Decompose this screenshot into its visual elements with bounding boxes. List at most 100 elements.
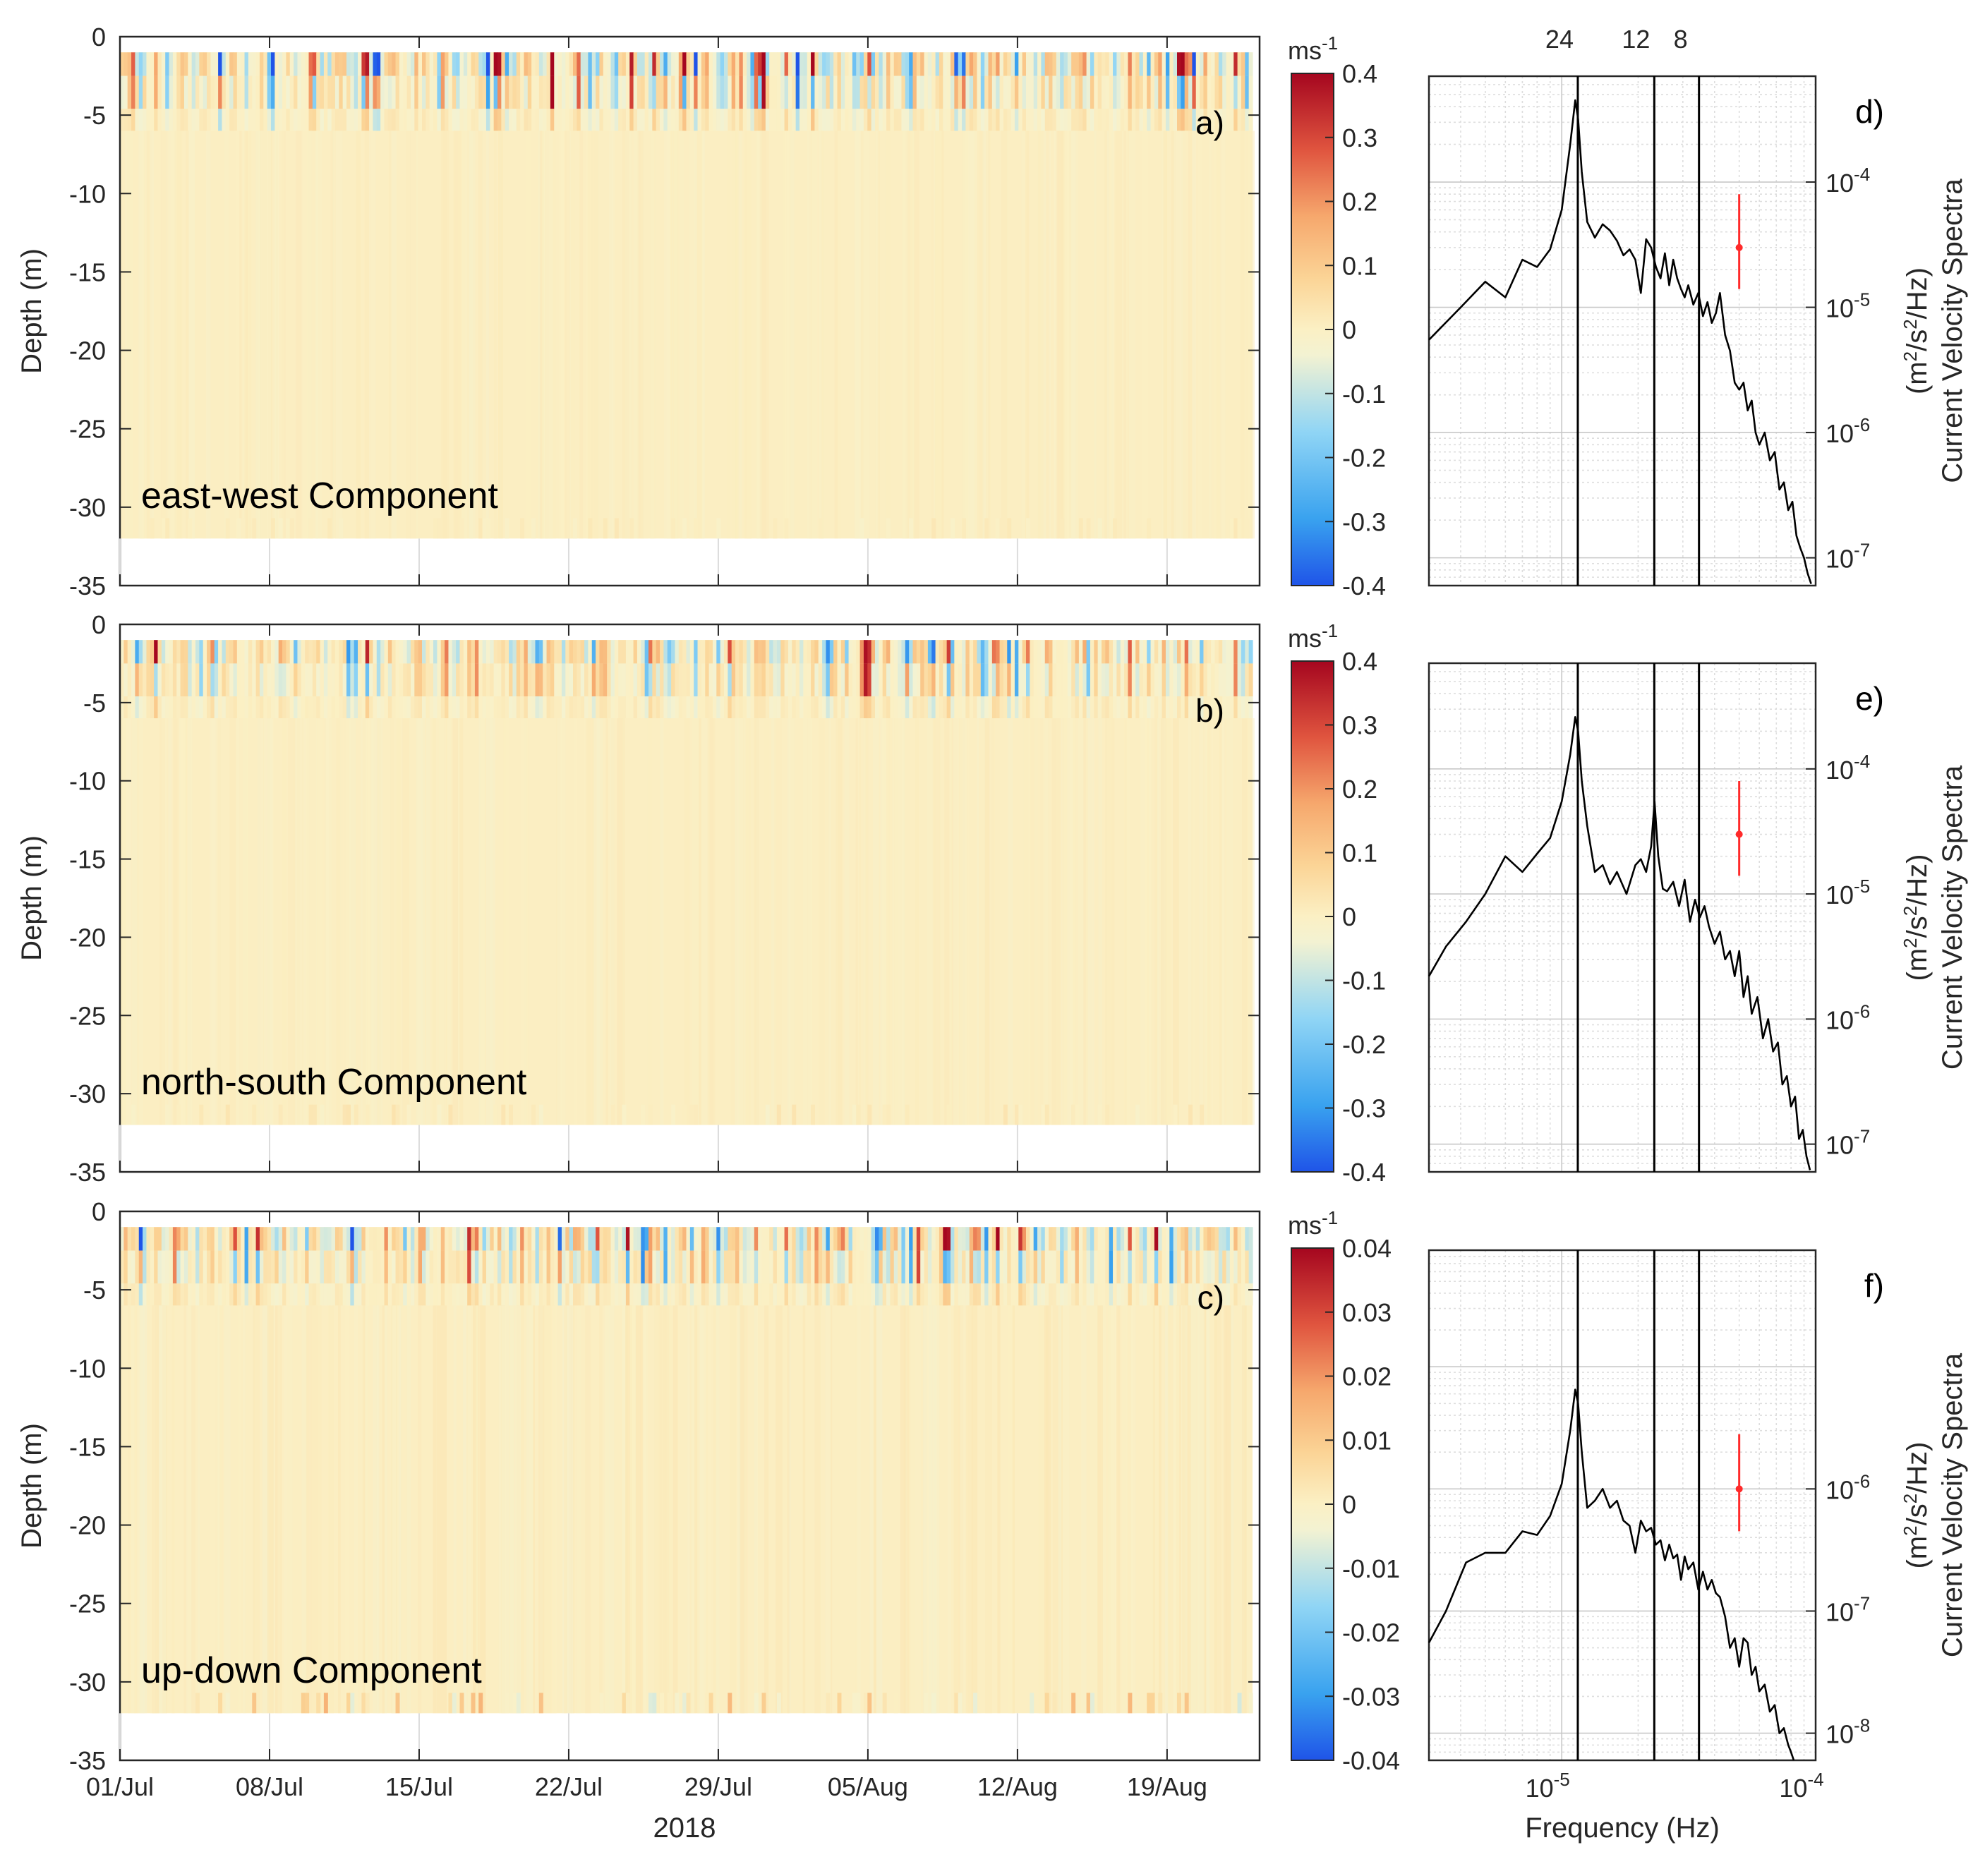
surface-cell: [920, 640, 925, 664]
surface-cell: [282, 640, 286, 664]
surface-cell: [546, 1283, 551, 1306]
surface-cell: [788, 1283, 792, 1306]
surface-cell: [1105, 1283, 1110, 1306]
surface-cell: [422, 663, 426, 696]
deep-stripe: [814, 1305, 821, 1714]
surface-cell: [898, 75, 903, 109]
deep-stripe: [1008, 718, 1013, 1125]
surface-cell: [584, 1227, 589, 1251]
deep-stripe: [1173, 131, 1181, 539]
surface-cell: [1229, 663, 1234, 696]
bottom-cell: [286, 518, 291, 539]
deep-stripe: [185, 718, 188, 1125]
surface-cell: [996, 696, 1001, 719]
panel-label: c): [1197, 1279, 1224, 1316]
surface-cell: [1195, 696, 1200, 719]
surface-cell: [154, 52, 159, 76]
bottom-cell: [886, 1104, 891, 1125]
surface-cell: [244, 1283, 249, 1306]
surface-cell: [195, 1250, 200, 1284]
surface-cell: [331, 75, 336, 109]
surface-cell: [1090, 75, 1094, 109]
surface-cell: [1211, 696, 1216, 719]
bottom-cell: [161, 518, 166, 539]
surface-cell: [633, 1227, 638, 1251]
surface-cell: [629, 1250, 634, 1284]
surface-cell: [278, 75, 283, 109]
surface-cell: [660, 640, 664, 664]
surface-cell: [1113, 1227, 1117, 1251]
surface-cell: [1030, 663, 1034, 696]
surface-cell: [225, 640, 230, 664]
surface-cell: [1082, 1227, 1087, 1251]
surface-cell: [373, 1227, 378, 1251]
surface-cell: [1203, 696, 1208, 719]
surface-cell: [1203, 640, 1208, 664]
deep-stripe: [886, 718, 893, 1125]
surface-cell: [686, 109, 691, 131]
surface-cell: [1214, 1227, 1219, 1251]
surface-cell: [120, 696, 124, 719]
deep-stripe: [550, 1305, 556, 1714]
surface-cell: [120, 75, 124, 109]
bottom-cell: [323, 1693, 328, 1714]
surface-cell: [524, 696, 529, 719]
surface-cell: [1222, 1227, 1227, 1251]
deep-stripe: [244, 131, 248, 539]
surface-cell: [663, 109, 668, 131]
deep-stripe: [692, 718, 699, 1125]
surface-cell: [625, 109, 630, 131]
surface-cell: [875, 109, 879, 131]
deep-stripe: [670, 1305, 672, 1714]
surface-cell: [826, 52, 831, 76]
surface-cell: [837, 52, 842, 76]
surface-cell: [1184, 1283, 1189, 1306]
surface-cell: [1150, 52, 1155, 76]
surface-cell: [384, 52, 389, 76]
surface-cell: [1203, 52, 1208, 76]
bottom-cell: [278, 1104, 283, 1125]
surface-cell: [1078, 75, 1083, 109]
surface-cell: [747, 640, 752, 664]
deep-stripe: [307, 131, 312, 539]
surface-cell: [705, 696, 710, 719]
y-axis-label: Current Velocity Spectra: [1937, 765, 1968, 1070]
surface-cell: [954, 109, 959, 131]
surface-cell: [327, 663, 332, 696]
surface-cell: [380, 640, 385, 664]
surface-cell: [165, 75, 170, 109]
surface-cell: [422, 109, 426, 131]
deep-stripe: [1111, 718, 1115, 1125]
surface-cell: [422, 75, 426, 109]
surface-cell: [1109, 1250, 1114, 1284]
text-part: /Hz): [1902, 1441, 1933, 1493]
deep-stripe: [737, 1305, 740, 1714]
surface-cell: [369, 663, 374, 696]
surface-cell: [1150, 1227, 1155, 1251]
surface-cell: [931, 109, 936, 131]
surface-cell: [901, 75, 906, 109]
surface-cell: [800, 663, 804, 696]
deep-stripe: [807, 131, 812, 539]
surface-cell: [735, 1250, 740, 1284]
surface-cell: [776, 640, 781, 664]
surface-cell: [708, 640, 713, 664]
surface-cell: [259, 663, 264, 696]
surface-cell: [958, 663, 963, 696]
surface-cell: [490, 1283, 495, 1306]
surface-cell: [346, 663, 351, 696]
deep-stripe: [971, 1305, 978, 1714]
surface-cell: [909, 640, 914, 664]
surface-cell: [169, 109, 174, 131]
surface-cell: [172, 109, 177, 131]
surface-cell: [644, 696, 649, 719]
surface-cell: [1060, 663, 1065, 696]
surface-cell: [931, 1283, 936, 1306]
surface-cell: [939, 1250, 943, 1284]
deep-stripe: [1149, 718, 1155, 1125]
surface-cell: [999, 663, 1004, 696]
surface-cell: [452, 663, 457, 696]
deep-stripe: [447, 718, 451, 1125]
surface-cell: [1131, 109, 1136, 131]
